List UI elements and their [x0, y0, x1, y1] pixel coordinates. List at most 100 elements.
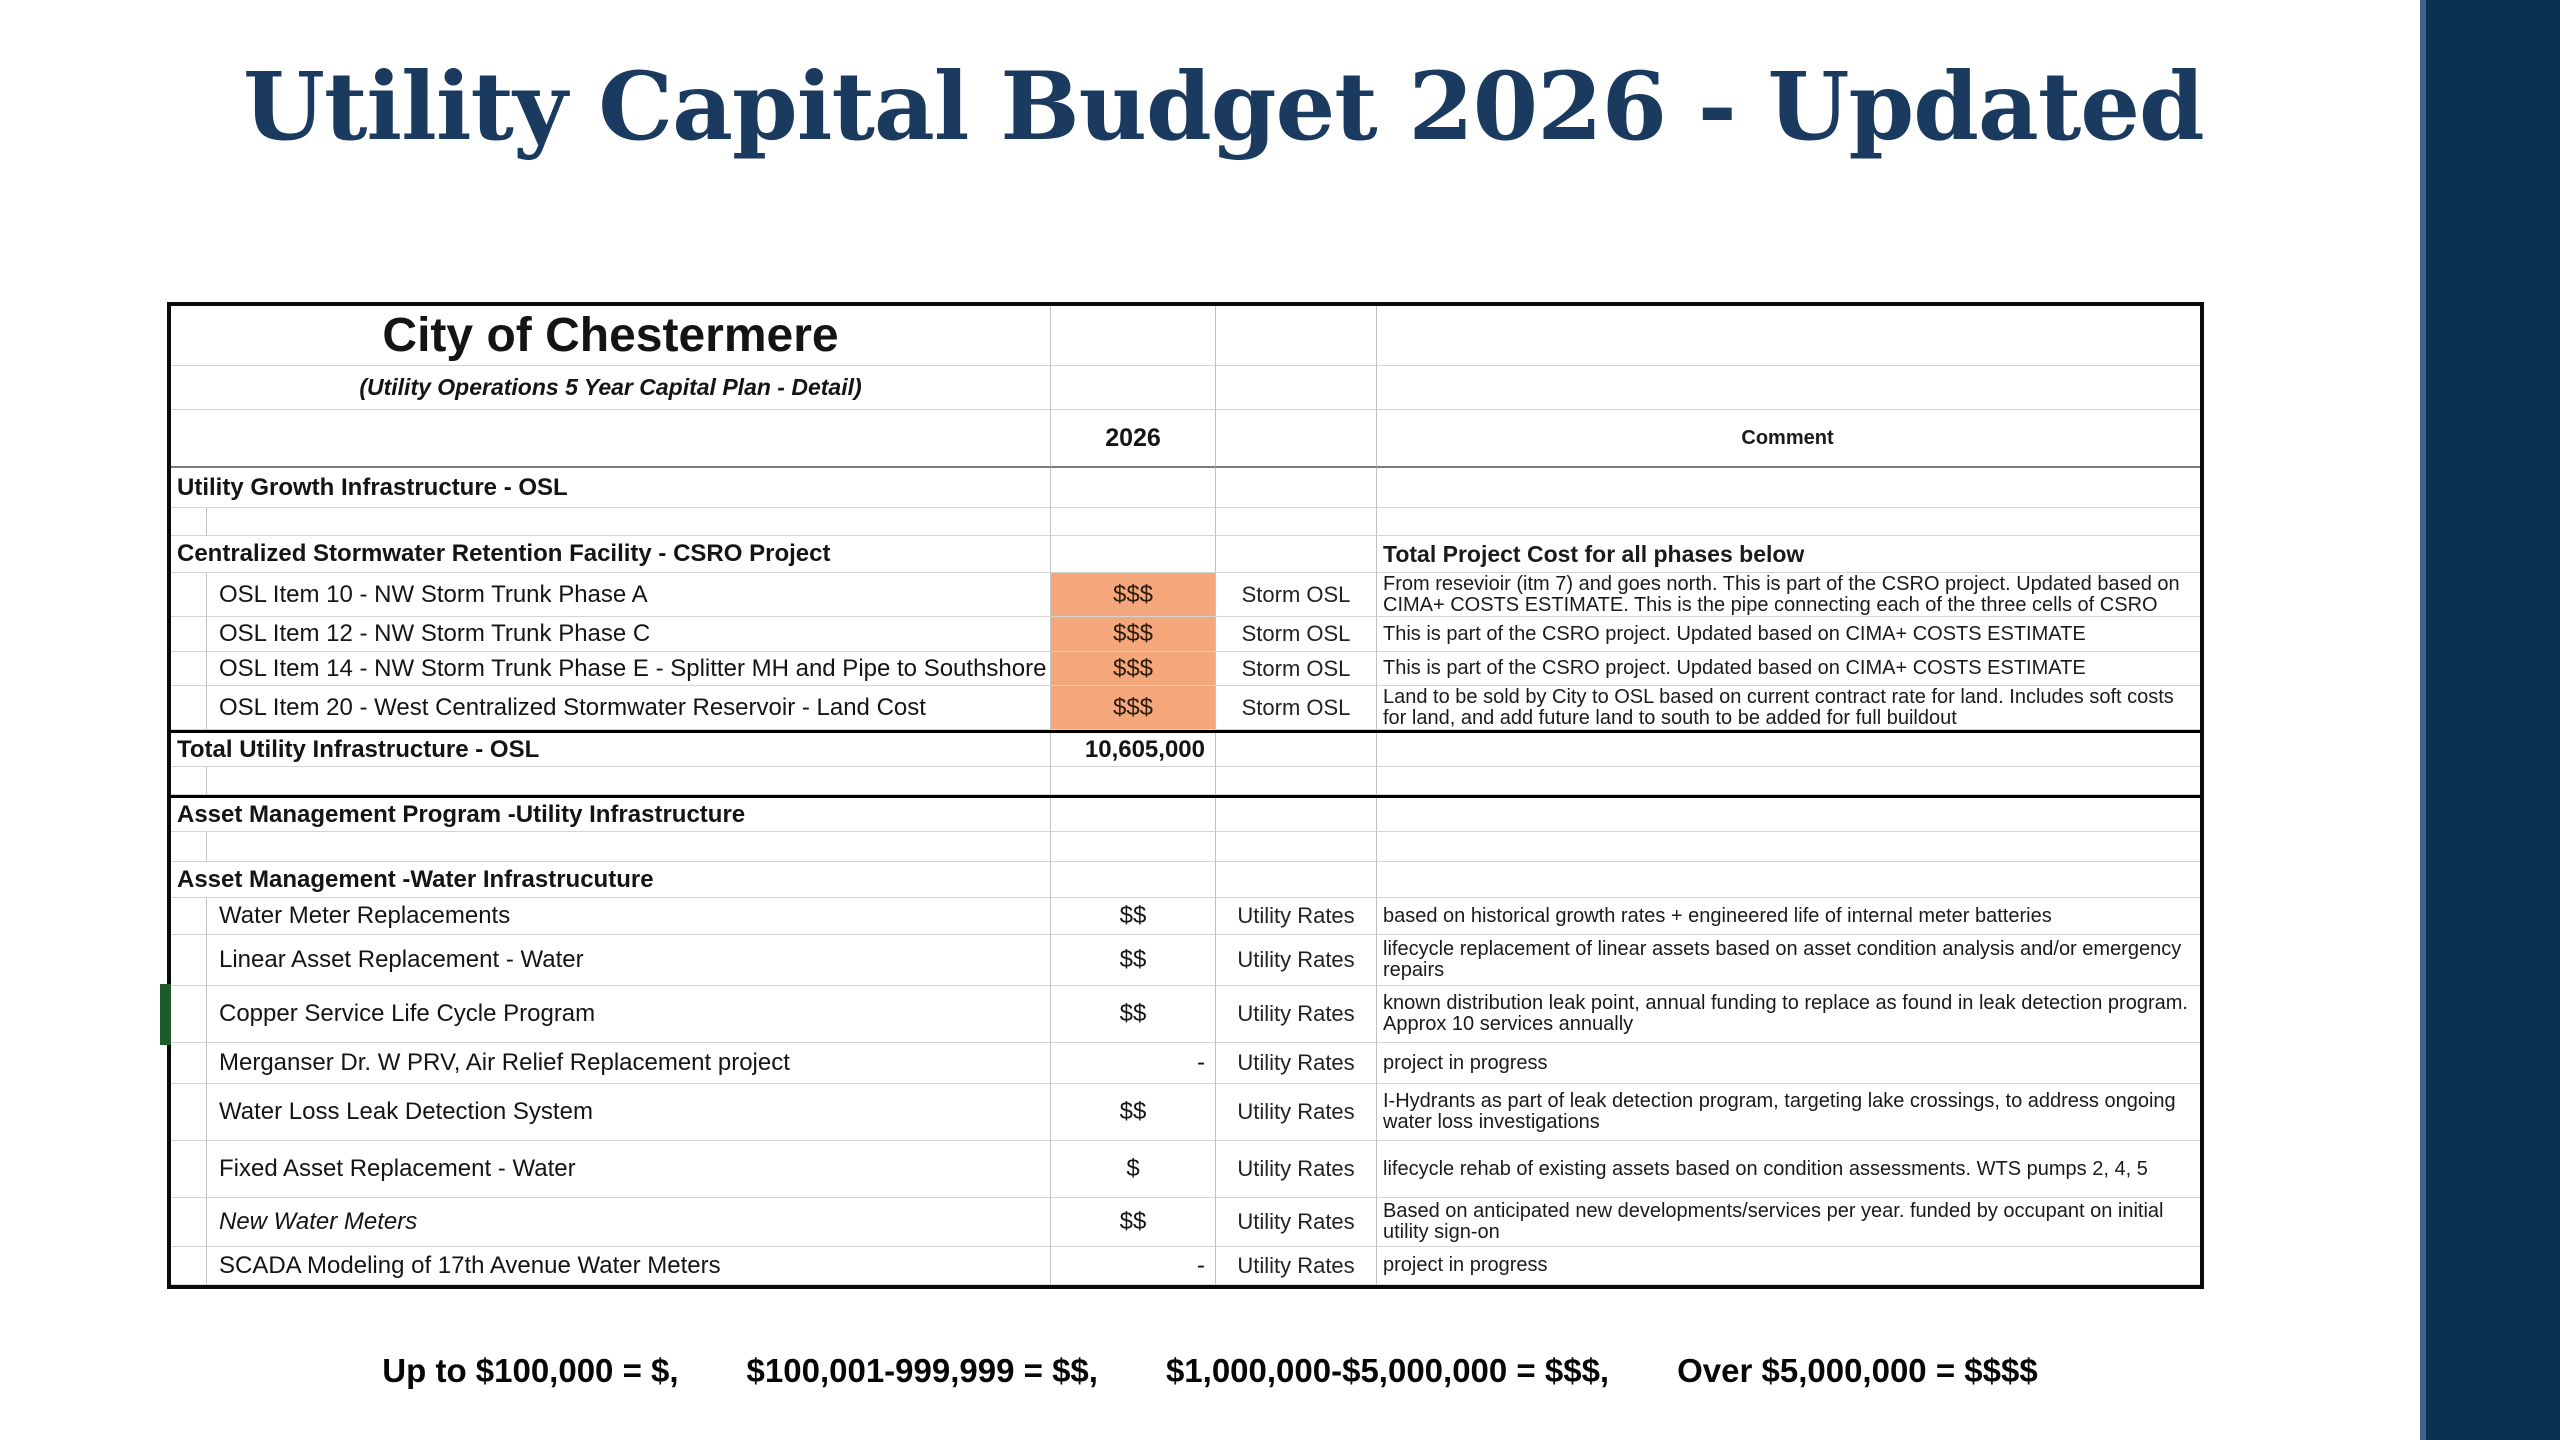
empty-cell [1216, 410, 1377, 468]
funding-cell: Utility Rates [1216, 935, 1377, 986]
funding-cell: Storm OSL [1216, 652, 1377, 686]
table-row: Asset Management Program -Utility Infras… [171, 795, 2200, 832]
total-label-cell: Total Utility Infrastructure - OSL [171, 733, 1051, 767]
item-label-cell: OSL Item 14 - NW Storm Trunk Phase E - S… [207, 652, 1051, 686]
funding-cell [1216, 862, 1377, 898]
indent-cell [171, 1247, 207, 1285]
comment-cell [1377, 508, 2200, 536]
empty-cell [1216, 366, 1377, 410]
indent-cell [171, 573, 207, 617]
comment-cell: lifecycle replacement of linear assets b… [1377, 935, 2200, 986]
item-label-cell: Merganser Dr. W PRV, Air Relief Replacem… [207, 1043, 1051, 1084]
funding-cell [1216, 508, 1377, 536]
year-value-cell: $$ [1051, 1084, 1216, 1141]
table-row: Total Utility Infrastructure - OSL 10,605… [171, 730, 2200, 767]
table-row [171, 767, 2200, 795]
comment-cell [1377, 832, 2200, 862]
year-value-cell: $$$ [1051, 573, 1216, 617]
year-value-cell: $$$ [1051, 617, 1216, 652]
indent-cell [171, 686, 207, 730]
table-row: Water Meter Replacements $$ Utility Rates b… [171, 898, 2200, 935]
table-row: Utility Growth Infrastructure - OSL [171, 468, 2200, 508]
section-label-cell: Utility Growth Infrastructure - OSL [171, 468, 1051, 508]
table-row [171, 832, 2200, 862]
comment-cell: project in progress [1377, 1247, 2200, 1285]
item-label-cell: OSL Item 12 - NW Storm Trunk Phase C [207, 617, 1051, 652]
item-label-cell: Linear Asset Replacement - Water [207, 935, 1051, 986]
page-title: Utility Capital Budget 2026 - Updated [243, 52, 2205, 162]
item-label-cell: OSL Item 10 - NW Storm Trunk Phase A [207, 573, 1051, 617]
item-label-cell: Fixed Asset Replacement - Water [207, 1141, 1051, 1198]
item-label-cell: Water Loss Leak Detection System [207, 1084, 1051, 1141]
table-row: OSL Item 12 - NW Storm Trunk Phase C $$$ S… [171, 617, 2200, 652]
section-label-cell: Asset Management Program -Utility Infras… [171, 798, 1051, 832]
item-label-cell: Water Meter Replacements [207, 898, 1051, 935]
comment-cell: This is part of the CSRO project. Update… [1377, 617, 2200, 652]
table-row [171, 508, 2200, 536]
comment-cell: Land to be sold by City to OSL based on … [1377, 686, 2200, 730]
funding-cell: Utility Rates [1216, 1198, 1377, 1247]
year-value-cell [1051, 767, 1216, 795]
indent-cell [171, 767, 207, 795]
empty-cell [171, 410, 1051, 468]
table-row: New Water Meters $$ Utility Rates Based on … [171, 1198, 2200, 1247]
year-value-cell: $$ [1051, 935, 1216, 986]
funding-cell: Storm OSL [1216, 617, 1377, 652]
year-value-cell: $$ [1051, 1198, 1216, 1247]
year-value-cell [1051, 536, 1216, 573]
comment-cell: project in progress [1377, 1043, 2200, 1084]
comment-column-header: Comment [1377, 410, 2200, 468]
funding-cell [1216, 767, 1377, 795]
table-body: Utility Growth Infrastructure - OSL Centr… [160, 468, 2200, 1285]
comment-cell: Based on anticipated new developments/se… [1377, 1198, 2200, 1247]
label-cell [207, 508, 1051, 536]
item-label-cell: New Water Meters [207, 1198, 1051, 1247]
comment-cell [1377, 862, 2200, 898]
funding-cell: Utility Rates [1216, 986, 1377, 1043]
table-row: Asset Management -Water Infrastrucuture [171, 862, 2200, 898]
funding-cell: Utility Rates [1216, 1084, 1377, 1141]
year-value-cell [1051, 862, 1216, 898]
empty-cell [1051, 366, 1216, 410]
year-value-cell: $$ [1051, 986, 1216, 1043]
funding-cell: Utility Rates [1216, 1247, 1377, 1285]
comment-cell: From resevioir (itm 7) and goes north. T… [1377, 573, 2200, 617]
funding-cell: Utility Rates [1216, 898, 1377, 935]
funding-cell: Storm OSL [1216, 686, 1377, 730]
comment-cell: known distribution leak point, annual fu… [1377, 986, 2200, 1043]
table-row-org: City of Chestermere [171, 306, 2200, 366]
comment-cell: Total Project Cost for all phases below [1377, 536, 2200, 573]
empty-cell [1051, 306, 1216, 366]
funding-cell [1216, 832, 1377, 862]
year-value-cell: $$$ [1051, 686, 1216, 730]
empty-cell [1377, 366, 2200, 410]
comment-cell: I-Hydrants as part of leak detection pro… [1377, 1084, 2200, 1141]
comment-cell [1377, 798, 2200, 832]
item-label-cell: SCADA Modeling of 17th Avenue Water Mete… [207, 1247, 1051, 1285]
legend-item-1: Up to $100,000 = $, [382, 1352, 679, 1389]
table-row: OSL Item 14 - NW Storm Trunk Phase E - S… [171, 652, 2200, 686]
table-row: Fixed Asset Replacement - Water $ Utility … [171, 1141, 2200, 1198]
funding-cell [1216, 733, 1377, 767]
funding-cell [1216, 536, 1377, 573]
section-label-cell: Asset Management -Water Infrastrucuture [171, 862, 1051, 898]
table-row-column-headers: 2026 Comment [171, 410, 2200, 468]
year-value-cell: - [1051, 1247, 1216, 1285]
table-row: OSL Item 10 - NW Storm Trunk Phase A $$$ S… [171, 573, 2200, 617]
section-label-cell: Centralized Stormwater Retention Facilit… [171, 536, 1051, 573]
indent-cell [171, 1198, 207, 1247]
funding-cell: Storm OSL [1216, 573, 1377, 617]
year-value-cell: $ [1051, 1141, 1216, 1198]
indent-cell [171, 1141, 207, 1198]
comment-cell [1377, 733, 2200, 767]
indent-cell [171, 1043, 207, 1084]
org-title: City of Chestermere [171, 306, 1051, 366]
table-row: Centralized Stormwater Retention Facilit… [171, 536, 2200, 573]
comment-cell: based on historical growth rates + engin… [1377, 898, 2200, 935]
year-value-cell [1051, 798, 1216, 832]
indent-cell [171, 986, 207, 1043]
item-label-cell: Copper Service Life Cycle Program [207, 986, 1051, 1043]
capital-plan-table: City of Chestermere (Utility Operations … [160, 302, 2204, 1289]
right-navy-band [2420, 0, 2560, 1440]
funding-cell: Utility Rates [1216, 1043, 1377, 1084]
